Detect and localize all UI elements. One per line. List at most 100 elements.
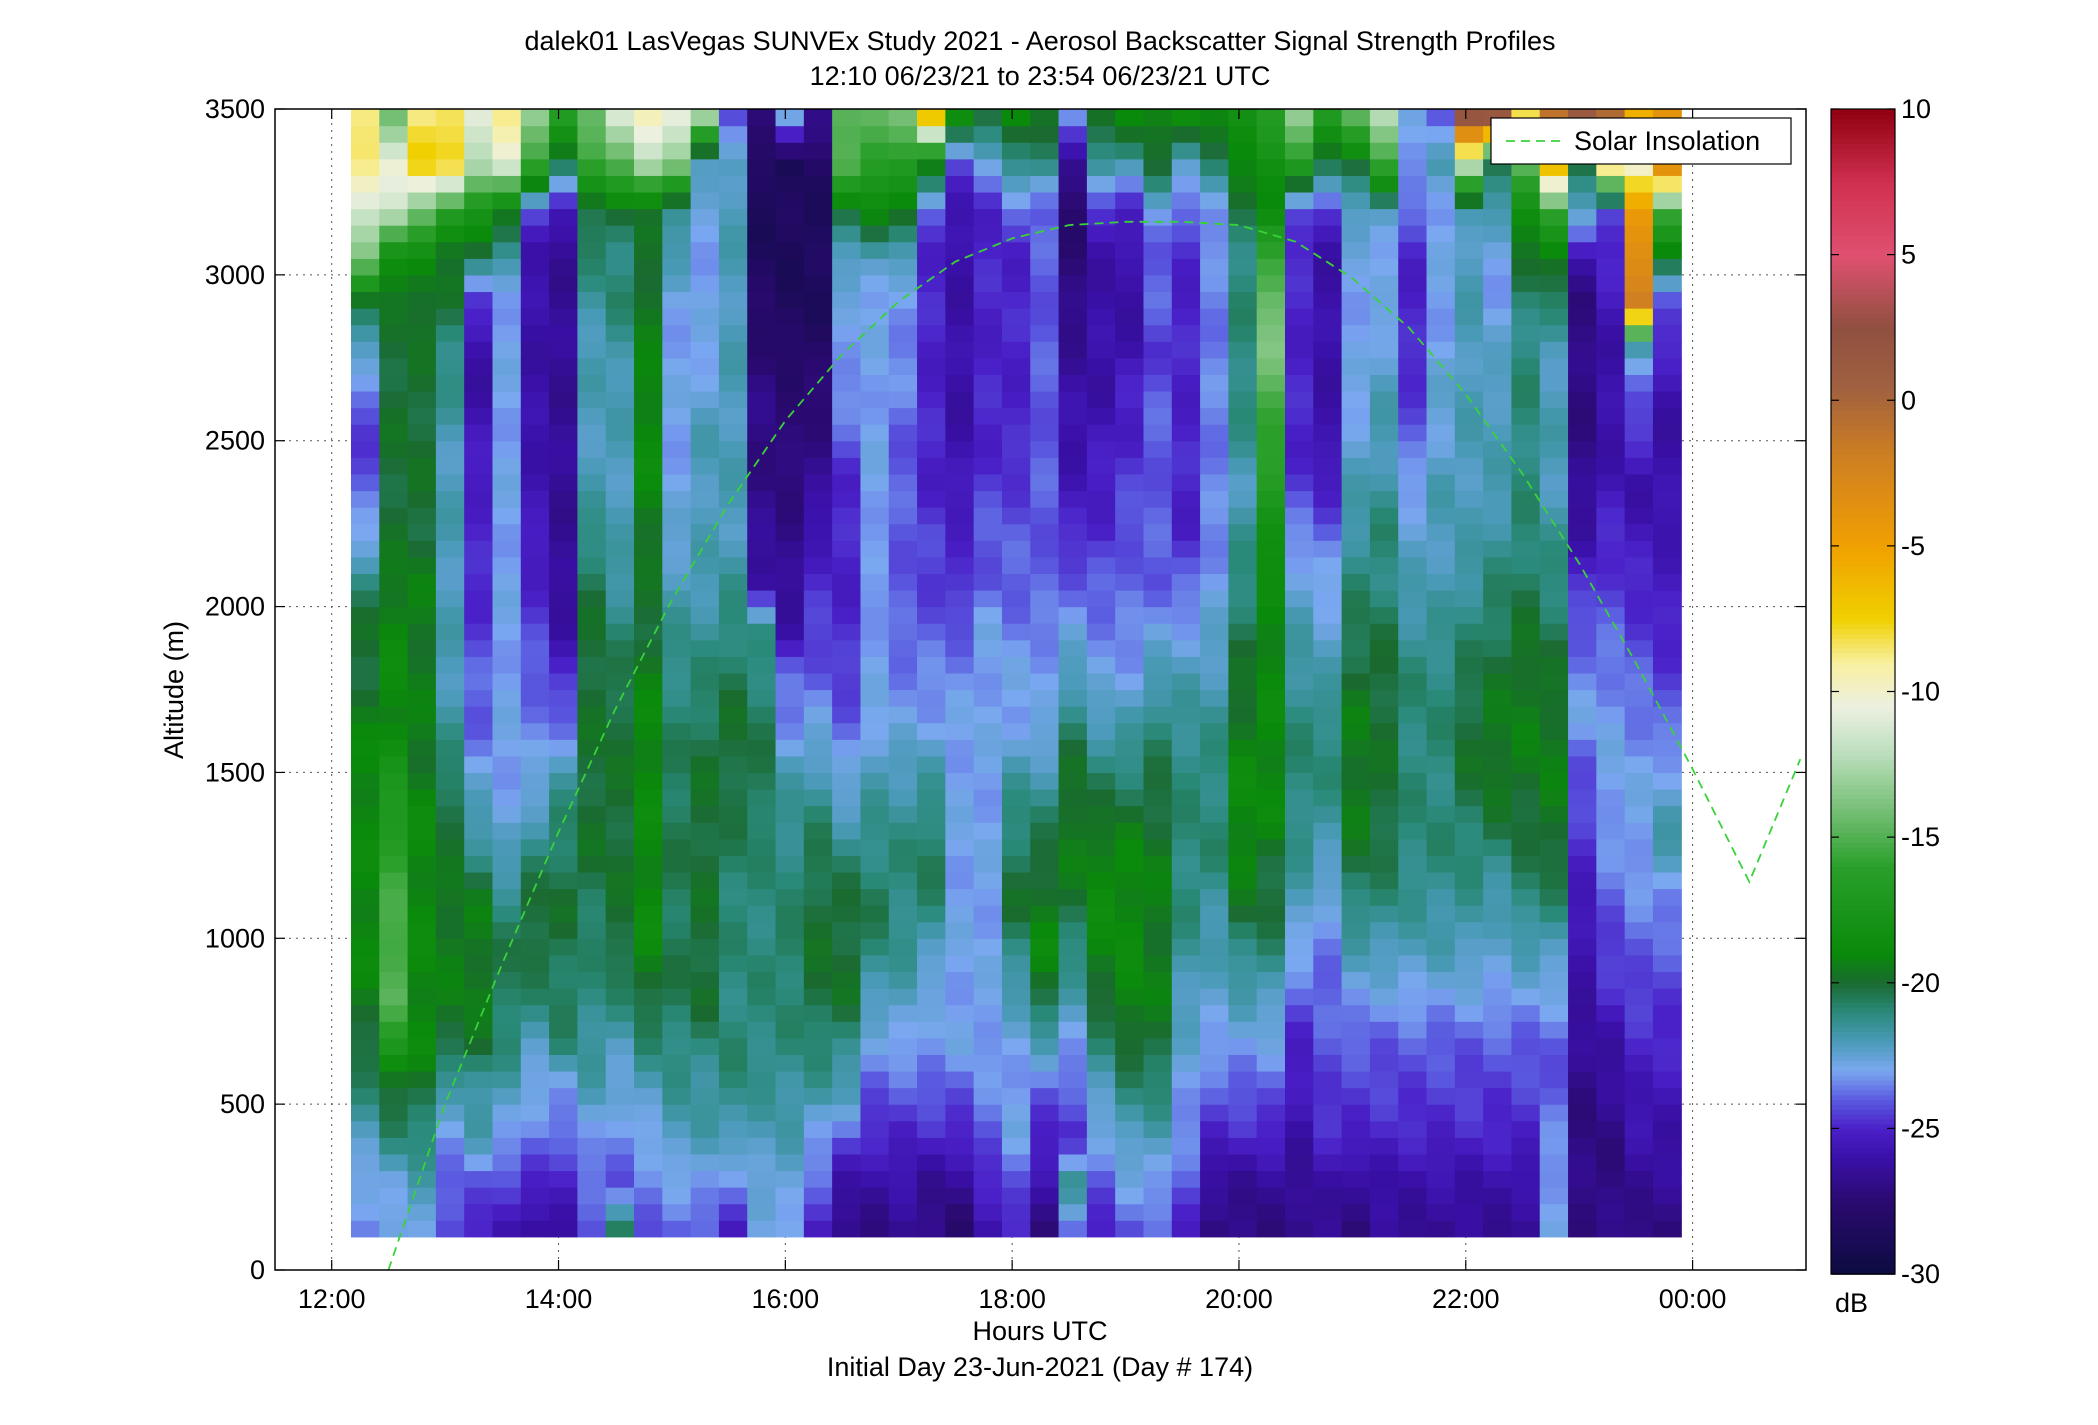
heatmap-cell [945, 656, 975, 674]
heatmap-cell [718, 888, 748, 906]
heatmap-cell [634, 905, 663, 923]
heatmap-cell [1624, 1087, 1654, 1105]
heatmap-cell [888, 772, 918, 790]
heatmap-cell [1454, 308, 1484, 326]
heatmap-cell [1285, 457, 1314, 475]
heatmap-cell [718, 1070, 748, 1089]
heatmap-cell [520, 706, 550, 724]
heatmap-cell [1341, 954, 1371, 973]
heatmap-cell [1539, 1137, 1569, 1155]
heatmap-cell [1200, 1037, 1229, 1055]
heatmap-cell [1171, 838, 1201, 856]
heatmap-cell [1086, 440, 1116, 458]
heatmap-cell [860, 954, 890, 973]
heatmap-cell [1001, 357, 1031, 375]
heatmap-cell [690, 1203, 720, 1221]
colorbar-segment [1831, 351, 1895, 358]
heatmap-cell [1058, 672, 1088, 691]
heatmap-cell [549, 772, 579, 790]
heatmap-cell [634, 921, 663, 939]
colorbar-segment [1831, 774, 1895, 780]
heatmap-cell [520, 1170, 550, 1188]
heatmap-cell [1511, 407, 1541, 425]
heatmap-cell [1454, 357, 1484, 375]
colorbar-segment [1831, 1196, 1895, 1202]
heatmap-cell [407, 1104, 437, 1122]
heatmap-cell [1426, 921, 1456, 939]
heatmap-cell [634, 689, 663, 707]
heatmap-cell [860, 274, 890, 293]
heatmap-cell [1511, 390, 1541, 409]
y-tick-label: 1500 [205, 757, 265, 787]
heatmap-cell [1143, 407, 1173, 425]
heatmap-cell [1652, 1120, 1682, 1138]
colorbar-segment [1831, 599, 1895, 605]
heatmap-cell [492, 722, 522, 740]
heatmap-cell [1341, 656, 1371, 674]
heatmap-cell [747, 938, 777, 956]
y-tick-label: 500 [220, 1089, 265, 1119]
heatmap-cell [634, 175, 663, 193]
heatmap-cell [747, 1037, 777, 1055]
heatmap-cell [1398, 523, 1428, 541]
heatmap-cell [1030, 407, 1060, 425]
heatmap-cell [350, 324, 380, 342]
heatmap-cell [1596, 1170, 1626, 1188]
heatmap-cell [1624, 971, 1654, 989]
heatmap-cell [1539, 623, 1569, 641]
colorbar-segment [1831, 342, 1895, 348]
heatmap-cell [1398, 838, 1428, 856]
heatmap-cell [1200, 871, 1229, 890]
heatmap-cell [1285, 374, 1314, 392]
heatmap-cell [407, 473, 437, 492]
heatmap-cell [1454, 689, 1484, 707]
heatmap-cell [1369, 258, 1399, 276]
heatmap-cell [747, 921, 777, 939]
heatmap-cell [1256, 109, 1286, 127]
heatmap-cell [1313, 623, 1343, 641]
heatmap-cell [1143, 871, 1173, 890]
heatmap-cell [1115, 905, 1145, 923]
heatmap-cell [605, 805, 635, 823]
heatmap-cell [803, 921, 833, 939]
heatmap-cell [1001, 772, 1031, 790]
heatmap-cell [1652, 258, 1682, 276]
heatmap-cell [520, 158, 550, 176]
heatmap-cell [634, 523, 663, 541]
heatmap-cell [1398, 357, 1428, 375]
heatmap-cell [1058, 241, 1088, 259]
heatmap-cell [520, 1004, 550, 1022]
heatmap-cell [1369, 490, 1399, 508]
heatmap-cell [1454, 921, 1484, 939]
heatmap-cell [1058, 921, 1088, 939]
heatmap-cell [973, 507, 1003, 525]
colorbar-tick-label: -30 [1901, 1259, 1940, 1289]
heatmap-cell [662, 606, 692, 624]
colorbar-segment [1831, 235, 1895, 241]
heatmap-cell [1001, 606, 1031, 624]
heatmap-cell [1143, 1203, 1173, 1221]
heatmap-cell [1511, 424, 1541, 442]
heatmap-cell [1568, 755, 1597, 774]
heatmap-cell [1624, 573, 1654, 591]
heatmap-cell [1568, 623, 1597, 641]
heatmap-cell [1313, 1070, 1343, 1089]
heatmap-cell [1058, 556, 1088, 574]
colorbar-segment [1831, 575, 1895, 581]
heatmap-cell [1426, 822, 1456, 840]
heatmap-cell [1228, 374, 1258, 392]
heatmap-cell [1058, 191, 1088, 210]
heatmap-cell [1511, 971, 1541, 989]
heatmap-cell [1483, 1104, 1513, 1122]
heatmap-cell [1058, 855, 1088, 873]
heatmap-cell [407, 225, 437, 243]
heatmap-cell [973, 1104, 1003, 1122]
heatmap-cell [1115, 888, 1145, 906]
heatmap-cell [1596, 291, 1626, 309]
heatmap-cell [435, 755, 465, 774]
heatmap-cell [1086, 805, 1116, 823]
colorbar-segment [1831, 633, 1895, 639]
heatmap-cell [464, 639, 494, 657]
heatmap-cell [1228, 258, 1258, 276]
heatmap-cell [1313, 755, 1343, 774]
